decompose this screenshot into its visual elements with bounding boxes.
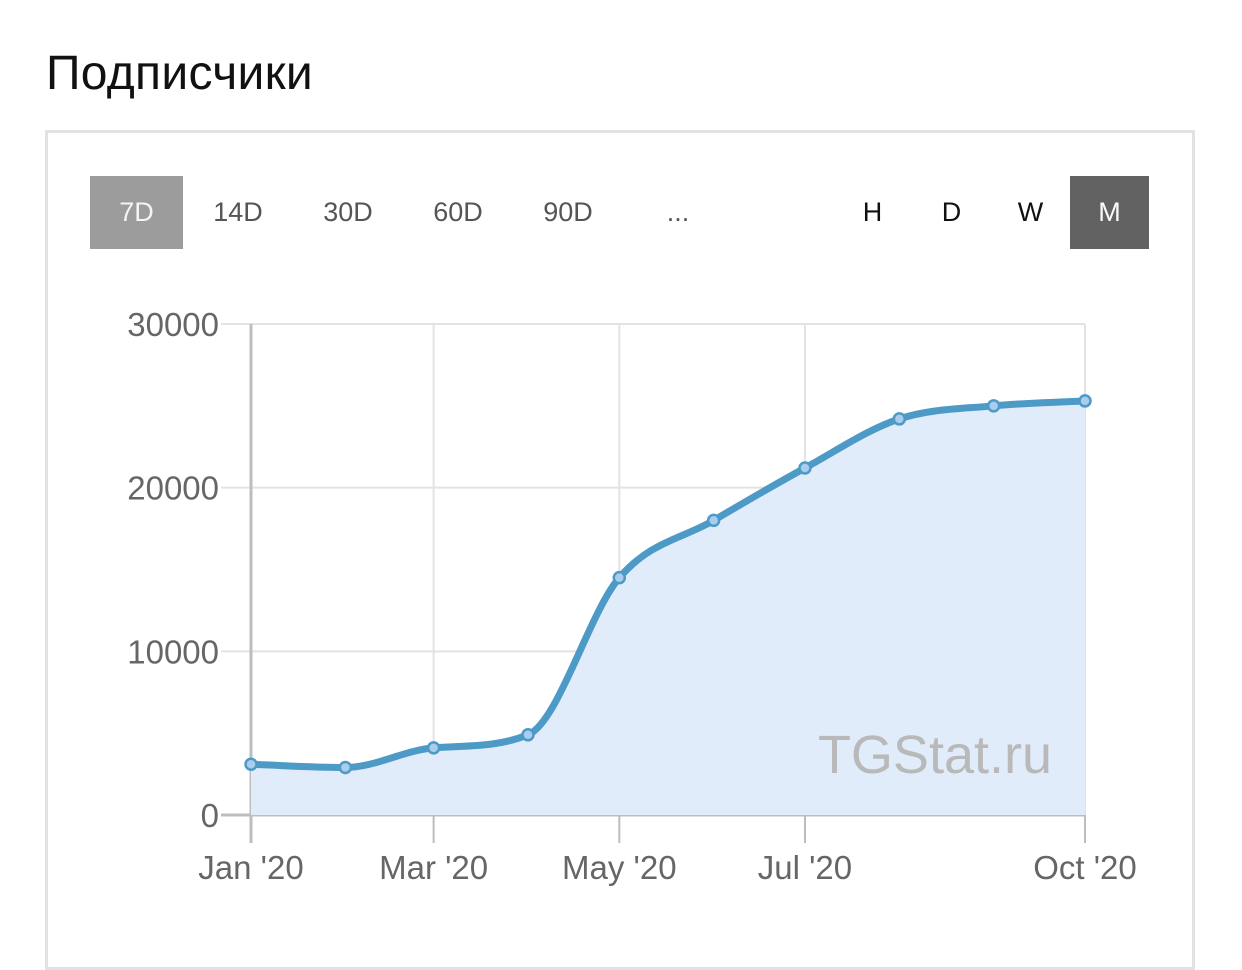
data-point	[706, 513, 721, 528]
y-tick-label: 20000	[127, 470, 219, 507]
data-point	[986, 399, 1001, 413]
granularity-button-week[interactable]: W	[1017, 197, 1044, 227]
x-tick-label: Jan '20	[198, 849, 303, 886]
data-point	[798, 461, 812, 475]
labels-layer: 0 10000 20000 30000 Jan '20 Mar '20 May '20 Jul…	[127, 306, 1137, 886]
data-point	[612, 570, 627, 585]
granularity-selector: H D W M	[833, 176, 1149, 249]
range-button-90d[interactable]: 90D	[543, 197, 593, 227]
data-point	[892, 412, 907, 426]
range-button-7d[interactable]: 7D	[90, 176, 183, 249]
data-point	[426, 741, 441, 755]
x-tick-label: Jul '20	[758, 849, 852, 886]
range-button-more[interactable]: ...	[666, 197, 690, 227]
y-tick-label: 0	[201, 797, 219, 834]
range-button-14d[interactable]: 14D	[213, 197, 263, 227]
watermark: TGStat.ru	[818, 725, 1052, 785]
range-button-30d[interactable]: 30D	[323, 197, 373, 227]
y-tick-label: 10000	[127, 633, 219, 670]
data-point	[338, 760, 353, 775]
granularity-button-month[interactable]: M	[1070, 176, 1149, 249]
granularity-button-day[interactable]: D	[941, 197, 962, 227]
series-line	[247, 397, 1089, 771]
data-point	[1078, 394, 1092, 408]
series-area	[251, 400, 1085, 815]
data-point	[244, 757, 258, 772]
range-button-60d[interactable]: 60D	[433, 197, 483, 227]
data-point	[521, 728, 535, 742]
range-selector: 7D 14D 30D 60D 90D ...	[90, 176, 733, 249]
y-tick-label: 30000	[127, 306, 219, 343]
x-tick-label: May '20	[562, 849, 677, 886]
x-tick-label: Oct '20	[1033, 849, 1137, 886]
granularity-button-hour[interactable]: H	[862, 197, 883, 227]
page-title: Подписчики	[46, 47, 314, 100]
x-tick-label: Mar '20	[379, 849, 488, 886]
points-layer	[244, 394, 1092, 775]
